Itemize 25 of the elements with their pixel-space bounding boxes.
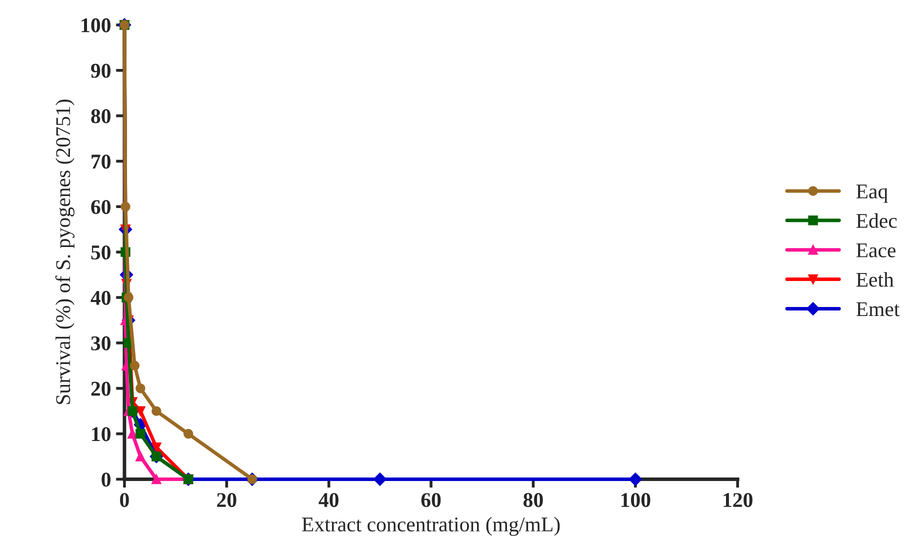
- y-tick-label: 10: [92, 427, 110, 442]
- y-tick-label: 80: [91, 109, 110, 124]
- y-tick-label: 20: [91, 382, 110, 396]
- x-axis-title: Extract concentration (mg/mL): [302, 516, 560, 536]
- y-tick-label: 40: [90, 290, 110, 305]
- x-tick-label: 80: [524, 493, 543, 508]
- y-axis-title: Survival (%) of S. pyogenes (20751): [55, 100, 74, 404]
- y-tick-label: 100: [82, 18, 110, 32]
- x-tick-label: 100: [621, 493, 650, 508]
- x-tick-label: 60: [421, 493, 441, 508]
- x-tick-label: 0: [120, 493, 129, 508]
- x-tick-label: 40: [318, 493, 338, 508]
- legend-label: Eeth: [856, 272, 894, 287]
- x-tick-label: 120: [724, 493, 752, 508]
- y-tick-label: 60: [91, 200, 110, 214]
- y-tick-label: 90: [91, 64, 110, 78]
- y-tick-label: 50: [91, 245, 110, 260]
- legend-label: Edec: [856, 213, 897, 228]
- y-tick-label: 70: [92, 154, 110, 169]
- y-tick-label: 30: [91, 336, 110, 350]
- x-tick-label: 20: [217, 493, 236, 508]
- y-tick-label: 0: [102, 472, 110, 487]
- legend-label: Emet: [856, 302, 900, 316]
- legend-label: Eace: [856, 244, 896, 258]
- legend-label: Eaq: [856, 184, 888, 203]
